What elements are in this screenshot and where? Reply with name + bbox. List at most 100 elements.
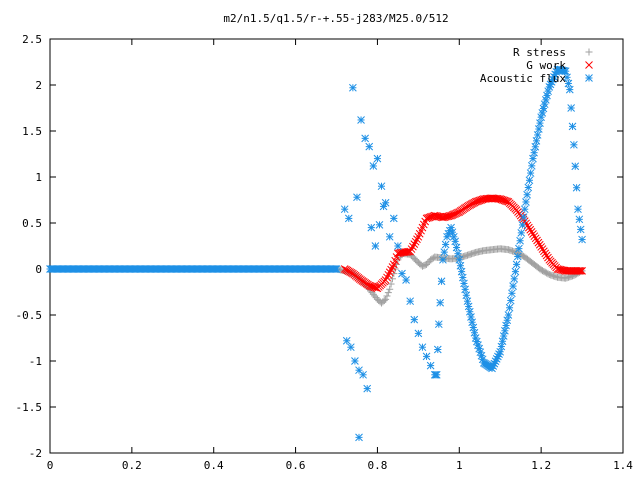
data-point xyxy=(351,357,359,365)
data-point xyxy=(365,281,374,290)
data-point xyxy=(576,225,585,234)
data-point xyxy=(384,289,392,297)
data-point xyxy=(432,370,441,379)
data-point xyxy=(411,237,420,246)
legend-label: G work xyxy=(526,59,566,72)
legend-label: Acoustic flux xyxy=(480,72,566,85)
x-tick-label: 1 xyxy=(456,459,463,472)
data-point xyxy=(387,280,395,288)
y-tick-label: -1.5 xyxy=(16,401,43,414)
data-point xyxy=(468,318,477,327)
data-point xyxy=(517,229,526,237)
data-point xyxy=(394,242,402,250)
data-point xyxy=(385,232,394,241)
data-point xyxy=(496,195,505,203)
data-point xyxy=(460,279,468,288)
data-point xyxy=(497,342,506,351)
data-point xyxy=(526,169,535,177)
data-point xyxy=(367,223,376,232)
data-point xyxy=(541,95,550,104)
data-point xyxy=(447,223,455,232)
data-point xyxy=(366,282,375,290)
data-point xyxy=(529,230,537,238)
data-point xyxy=(578,266,586,275)
data-point xyxy=(353,193,361,202)
data-point xyxy=(465,307,474,316)
data-point xyxy=(531,142,540,151)
data-point xyxy=(463,297,472,306)
series-r-stress xyxy=(46,245,586,307)
data-point xyxy=(531,234,540,243)
data-point xyxy=(499,332,508,340)
data-point xyxy=(359,370,367,379)
data-point xyxy=(365,142,374,151)
data-point xyxy=(398,269,406,278)
data-point xyxy=(534,238,543,247)
data-point xyxy=(529,154,537,163)
data-point xyxy=(500,196,509,205)
data-point xyxy=(406,247,415,256)
data-point xyxy=(461,285,469,294)
data-point xyxy=(511,267,520,276)
data-point xyxy=(543,91,551,100)
data-point xyxy=(570,140,578,149)
data-point xyxy=(451,209,460,218)
data-point xyxy=(498,337,507,346)
data-point xyxy=(346,343,355,352)
legend-marker xyxy=(585,61,593,69)
data-point xyxy=(541,249,550,258)
data-point xyxy=(510,275,519,283)
data-point xyxy=(525,176,534,185)
data-point xyxy=(454,249,462,258)
series-g-work xyxy=(340,194,586,293)
data-point xyxy=(425,213,434,222)
data-point xyxy=(537,113,545,122)
data-point xyxy=(361,134,370,143)
data-point xyxy=(499,196,507,204)
data-point xyxy=(527,161,536,170)
data-point xyxy=(516,236,524,245)
data-point xyxy=(520,205,529,214)
data-point xyxy=(469,323,478,332)
data-point xyxy=(422,352,431,361)
legend-marker xyxy=(585,74,593,82)
data-point xyxy=(501,197,510,205)
data-point xyxy=(537,243,545,251)
data-point xyxy=(340,205,349,214)
data-point xyxy=(344,214,353,223)
data-point xyxy=(502,321,510,330)
data-point xyxy=(406,297,415,306)
chart-title: m2/n1.5/q1.5/r-+.55-j283/M25.0/512 xyxy=(223,12,448,25)
data-point xyxy=(563,73,571,82)
data-point xyxy=(572,183,581,192)
data-point xyxy=(538,109,547,117)
data-point xyxy=(467,313,475,321)
data-point xyxy=(536,119,544,127)
data-point xyxy=(441,240,450,249)
data-point xyxy=(526,225,535,234)
data-point xyxy=(452,209,461,218)
data-point xyxy=(534,125,543,133)
data-point xyxy=(342,336,351,345)
legend-marker xyxy=(585,48,593,56)
data-point xyxy=(544,87,553,96)
data-point xyxy=(462,291,471,300)
data-point xyxy=(455,255,464,264)
data-point xyxy=(525,223,533,232)
data-point xyxy=(574,205,582,214)
y-tick-label: 2 xyxy=(35,79,42,92)
data-point xyxy=(475,196,484,205)
data-point xyxy=(501,326,509,335)
data-point xyxy=(426,361,435,370)
data-point xyxy=(504,311,513,319)
data-point xyxy=(509,282,517,290)
data-point xyxy=(410,315,419,324)
data-point xyxy=(448,211,457,219)
data-point xyxy=(464,302,473,311)
data-point xyxy=(377,182,386,191)
y-axis: -2 -1.5 -1 -0.5 0 0.5 1 1.5 2 2.5 xyxy=(16,33,623,460)
x-tick-label: 0.4 xyxy=(204,459,224,472)
data-point xyxy=(449,232,458,241)
data-point xyxy=(369,283,378,291)
